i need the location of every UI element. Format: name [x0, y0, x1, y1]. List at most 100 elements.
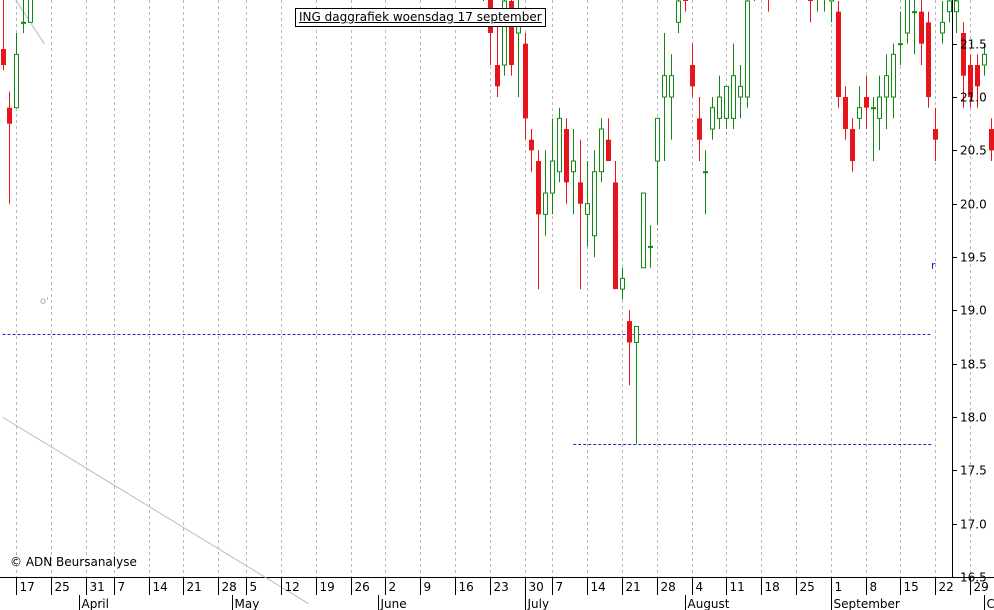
month-label: August — [688, 597, 730, 610]
candle-body — [738, 85, 743, 98]
x-tick-label: 14 — [591, 580, 606, 594]
candle-body — [14, 53, 19, 109]
candle-body — [857, 107, 862, 119]
candle-body — [968, 65, 973, 98]
x-tick-label: 21 — [626, 580, 641, 594]
x-tick-label: 17 — [20, 580, 35, 594]
candle-body — [877, 96, 882, 119]
candle-body — [655, 117, 660, 162]
trendline-label: r — [931, 259, 936, 272]
candle-body — [502, 0, 507, 66]
candle-body — [662, 75, 667, 98]
candle-body — [724, 85, 729, 119]
candle-body — [648, 245, 653, 248]
candle-body — [703, 171, 708, 174]
candle-body — [627, 321, 632, 343]
candle-body — [836, 11, 841, 98]
y-tick-label: 19.5 — [960, 251, 987, 265]
candle-body — [509, 0, 514, 66]
x-tick-label: 28 — [222, 580, 237, 594]
candle-body — [21, 21, 26, 24]
candle-body — [940, 21, 945, 34]
x-tick-label: 15 — [904, 580, 919, 594]
candle-body — [669, 75, 674, 98]
candle-body — [891, 53, 896, 98]
candle-body — [731, 75, 736, 119]
x-tick-label: 5 — [250, 580, 258, 594]
x-tick-label: 14 — [153, 580, 168, 594]
copyright-label: © ADN Beursanalyse — [10, 555, 137, 569]
candle-body — [884, 75, 889, 98]
x-tick-label: 16 — [459, 580, 474, 594]
trendline — [953, 0, 957, 2]
candle-body — [933, 129, 938, 140]
candle-body — [641, 192, 646, 269]
y-tick-label: 21.5 — [960, 38, 987, 52]
chart-title: ING daggrafiek woensdag 17 september — [295, 8, 546, 27]
candle-body — [954, 0, 959, 13]
y-tick-label: 17.0 — [960, 518, 987, 532]
candle-body — [926, 22, 931, 98]
y-tick-label: 16.5 — [960, 571, 987, 585]
candle-body — [536, 161, 541, 215]
x-tick-label: 12 — [285, 580, 300, 594]
x-tick-label: 31 — [90, 580, 105, 594]
candle-body — [578, 182, 583, 204]
candle-body — [676, 0, 681, 23]
month-label: May — [235, 597, 260, 610]
month-label: September — [834, 597, 900, 610]
candle-body — [717, 96, 722, 119]
candle-body — [564, 129, 569, 183]
candle-body — [947, 0, 952, 13]
x-tick-label: 25 — [800, 580, 815, 594]
x-tick-label: 21 — [187, 580, 202, 594]
candle-body — [634, 325, 639, 343]
candle-body — [523, 43, 528, 119]
x-tick-label: 9 — [424, 580, 432, 594]
y-tick-label: 18.0 — [960, 411, 987, 425]
x-tick-label: 30 — [529, 580, 544, 594]
candle-body — [850, 129, 855, 162]
month-label: C — [987, 597, 994, 610]
x-axis: 17 25 31 7 14 21 28 5 12 19 26 2 9 16 23 30 7 14 21 28 4 11 18… — [16, 577, 994, 610]
candle-body — [697, 118, 702, 140]
candle-body — [898, 43, 903, 46]
candle-body — [571, 160, 576, 173]
y-axis: 16.5 17.0 17.5 18.0 18.5 19.0 19.5 20.0 20.5 21.0… — [952, 38, 987, 585]
x-tick-label: 25 — [55, 580, 70, 594]
candle-body — [912, 11, 917, 14]
x-tick-label: 28 — [661, 580, 676, 594]
candle-body — [843, 97, 848, 130]
x-tick-label: 7 — [556, 580, 564, 594]
candle-body — [7, 107, 12, 124]
candle-body — [543, 192, 548, 215]
candle-body — [919, 11, 924, 44]
y-tick-label: 17.5 — [960, 464, 987, 478]
candle-body — [829, 0, 834, 2]
x-tick-label: 29 — [974, 580, 989, 594]
candle-body — [745, 0, 750, 98]
candle-body — [961, 33, 966, 76]
x-tick-label: 1 — [835, 580, 843, 594]
y-tick-label: 21.0 — [960, 91, 987, 105]
candle-body — [690, 65, 695, 87]
month-label: June — [380, 597, 407, 610]
candle-body — [989, 129, 994, 151]
candle-body — [871, 107, 876, 110]
x-tick-label: 22 — [939, 580, 954, 594]
month-label: April — [82, 597, 109, 610]
x-tick-label: 2 — [389, 580, 397, 594]
candle-body — [864, 97, 869, 108]
candle-body — [905, 0, 910, 34]
candle-body — [982, 53, 987, 66]
candle-body — [28, 0, 33, 23]
candle-body — [683, 0, 688, 1]
candles — [1, 0, 994, 444]
x-tick-label: 11 — [730, 580, 745, 594]
trendlines — [2, 0, 957, 605]
candle-body — [592, 171, 597, 237]
candle-body — [495, 65, 500, 87]
candle-body — [1, 49, 6, 66]
trendline-marker-label: o' — [40, 296, 49, 307]
